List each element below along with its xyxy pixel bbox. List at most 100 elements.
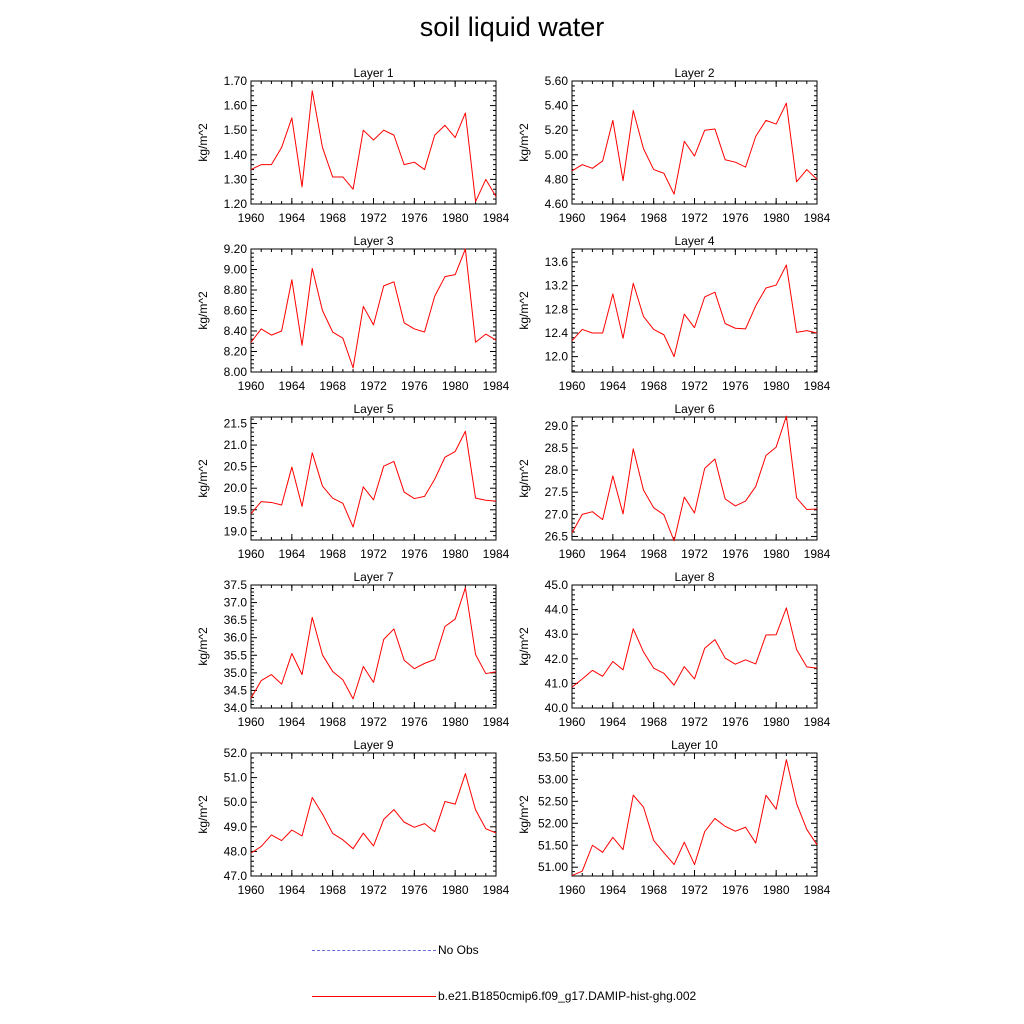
x-tick-label: 1976	[722, 547, 749, 561]
y-axis-label: kg/m^2	[517, 795, 531, 834]
x-tick-label: 1980	[763, 883, 790, 897]
x-tick-label: 1984	[483, 211, 510, 225]
y-axis-label: kg/m^2	[517, 459, 531, 498]
x-tick-label: 1972	[360, 211, 387, 225]
y-axis-label: kg/m^2	[196, 123, 210, 162]
x-tick-label: 1980	[763, 547, 790, 561]
y-tick-label: 50.0	[224, 795, 248, 809]
panel-title: Layer 1	[353, 66, 393, 80]
x-tick-label: 1960	[559, 547, 586, 561]
x-tick-label: 1968	[319, 547, 346, 561]
panel-7: Layer 7 kg/m^2 1960 1964 1968 1972 1976 1980 198…	[196, 570, 510, 729]
y-tick-label: 4.80	[545, 172, 569, 186]
x-tick-label: 1964	[278, 715, 305, 729]
series-line	[250, 587, 497, 700]
x-tick-label: 1968	[640, 211, 667, 225]
y-tick-label: 1.60	[224, 99, 248, 113]
x-tick-label: 1984	[804, 547, 831, 561]
x-tick-label: 1960	[559, 211, 586, 225]
y-tick-label: 51.50	[538, 838, 568, 852]
y-tick-label: 35.5	[224, 648, 248, 662]
y-tick-label: 28.0	[545, 463, 569, 477]
x-tick-label: 1968	[640, 715, 667, 729]
y-tick-label: 1.40	[224, 148, 248, 162]
series-line	[571, 264, 818, 358]
x-tick-label: 1980	[442, 379, 469, 393]
x-tick-label: 1968	[640, 883, 667, 897]
x-tick-label: 1976	[722, 211, 749, 225]
x-tick-label: 1984	[483, 379, 510, 393]
y-tick-label: 20.5	[224, 460, 248, 474]
y-tick-label: 26.5	[545, 529, 569, 543]
y-tick-label: 34.5	[224, 683, 248, 697]
x-tick-label: 1980	[442, 715, 469, 729]
x-tick-label: 1984	[483, 883, 510, 897]
y-tick-label: 28.5	[545, 441, 569, 455]
x-tick-label: 1968	[640, 379, 667, 393]
x-tick-label: 1968	[319, 715, 346, 729]
y-axis-label: kg/m^2	[196, 795, 210, 834]
series-line	[571, 607, 818, 688]
x-tick-label: 1960	[238, 883, 265, 897]
x-tick-label: 1964	[599, 211, 626, 225]
y-tick-label: 13.6	[545, 255, 569, 269]
plot-frame	[571, 752, 818, 877]
y-tick-label: 1.50	[224, 123, 248, 137]
y-tick-label: 13.2	[545, 279, 569, 293]
x-tick-label: 1980	[442, 547, 469, 561]
y-tick-label: 1.70	[224, 74, 248, 88]
panel-title: Layer 6	[674, 402, 714, 416]
legend-swatch-no-obs	[312, 949, 436, 951]
x-tick-label: 1960	[238, 379, 265, 393]
x-tick-label: 1972	[681, 883, 708, 897]
panel-title: Layer 5	[353, 402, 393, 416]
panel-title: Layer 4	[674, 234, 714, 248]
y-tick-label: 53.00	[538, 772, 568, 786]
y-tick-label: 40.0	[545, 701, 569, 715]
y-tick-label: 47.0	[224, 869, 248, 883]
panel-title: Layer 10	[671, 738, 718, 752]
x-tick-label: 1976	[722, 883, 749, 897]
x-tick-label: 1968	[640, 547, 667, 561]
x-tick-label: 1972	[360, 547, 387, 561]
x-tick-label: 1984	[804, 211, 831, 225]
panel-4: Layer 4 kg/m^2 1960 1964 1968 1972 1976 1980 198…	[517, 234, 831, 393]
x-tick-label: 1984	[804, 715, 831, 729]
series-line	[571, 415, 818, 542]
legend-swatch-model-run	[312, 995, 436, 997]
x-tick-label: 1980	[763, 211, 790, 225]
x-tick-label: 1984	[804, 379, 831, 393]
plot-frame	[571, 584, 818, 709]
y-tick-label: 35.0	[224, 666, 248, 680]
figure-title: soil liquid water	[419, 12, 605, 42]
y-tick-label: 12.8	[545, 302, 569, 316]
y-tick-label: 12.0	[545, 350, 569, 364]
y-tick-label: 27.0	[545, 507, 569, 521]
panel-10: Layer 10 kg/m^2 1960 1964 1968 1972 1976 1980 19…	[517, 738, 831, 897]
x-tick-label: 1976	[401, 211, 428, 225]
series-line	[250, 90, 497, 203]
x-tick-label: 1972	[681, 715, 708, 729]
y-tick-label: 51.00	[538, 860, 568, 874]
panel-title: Layer 2	[674, 66, 714, 80]
x-tick-label: 1964	[599, 547, 626, 561]
y-tick-label: 1.20	[224, 197, 248, 211]
x-tick-label: 1972	[681, 211, 708, 225]
y-axis-label: kg/m^2	[517, 123, 531, 162]
x-tick-label: 1984	[804, 883, 831, 897]
panel-title: Layer 3	[353, 234, 393, 248]
legend-label-model-run: b.e21.B1850cmip6.f09_g17.DAMIP-hist-ghg.…	[438, 989, 697, 1003]
y-tick-label: 29.0	[545, 419, 569, 433]
x-tick-label: 1972	[360, 883, 387, 897]
y-tick-label: 21.0	[224, 438, 248, 452]
x-tick-label: 1972	[681, 379, 708, 393]
y-tick-label: 1.30	[224, 172, 248, 186]
y-tick-label: 8.40	[224, 324, 248, 338]
y-tick-label: 5.40	[545, 99, 569, 113]
x-tick-label: 1980	[442, 883, 469, 897]
y-tick-label: 52.50	[538, 794, 568, 808]
x-tick-label: 1964	[599, 883, 626, 897]
y-tick-label: 52.0	[224, 746, 248, 760]
y-tick-label: 12.4	[545, 326, 569, 340]
series-line	[571, 759, 818, 877]
